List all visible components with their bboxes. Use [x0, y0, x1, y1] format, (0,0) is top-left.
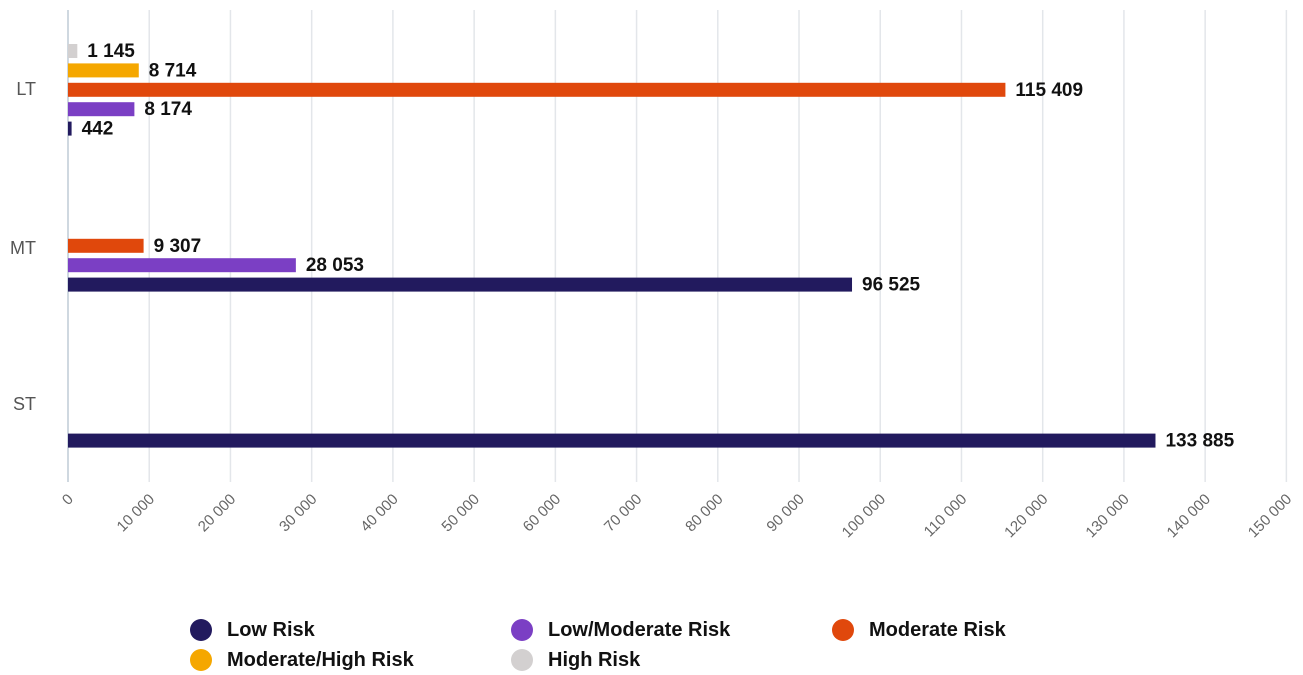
legend-item-moderate-high-risk[interactable]: Moderate/High Risk: [190, 649, 511, 672]
x-tick-label: 50 000: [438, 491, 482, 535]
x-tick-label: 140 000: [1164, 491, 1214, 541]
y-category-label: LT: [16, 79, 36, 99]
legend-row: Low Risk Low/Moderate Risk Moderate Risk: [190, 615, 1190, 645]
x-tick-label: 70 000: [601, 491, 645, 535]
x-tick-label: 30 000: [276, 491, 320, 535]
chart-canvas: 0 10 000 20 000 30 000 40 000 50 000 60 000 70 …: [10, 10, 1295, 541]
risk-bar-chart: 0 10 000 20 000 30 000 40 000 50 000 60 000 70 …: [10, 10, 1295, 541]
data-label: 442: [82, 119, 114, 140]
legend-swatch-moderate-high-risk: [190, 649, 212, 671]
data-label: 28 053: [306, 255, 364, 276]
legend-swatch-low-moderate-risk: [511, 619, 533, 641]
legend-item-moderate-risk[interactable]: Moderate Risk: [832, 619, 1153, 642]
data-label: 9 307: [154, 236, 202, 257]
legend-item-high-risk[interactable]: High Risk: [511, 649, 832, 672]
bar: [68, 121, 72, 136]
bar: [68, 277, 853, 292]
x-tick-label: 60 000: [520, 491, 564, 535]
data-label: 133 885: [1165, 431, 1234, 452]
bar: [68, 44, 78, 58]
legend-swatch-moderate-risk: [832, 619, 854, 641]
legend-swatch-low-risk: [190, 619, 212, 641]
legend-row: Moderate/High Risk High Risk: [190, 645, 1190, 675]
data-label: 8 174: [144, 99, 192, 120]
bar: [68, 433, 1156, 448]
bar: [68, 82, 1006, 97]
x-tick-label: 90 000: [763, 491, 807, 535]
x-tick-label: 0: [59, 491, 77, 509]
bar: [68, 102, 135, 117]
y-category-label: ST: [13, 394, 36, 414]
data-label: 115 409: [1015, 80, 1083, 101]
data-label: 96 525: [862, 275, 921, 296]
legend-label: Low/Moderate Risk: [548, 618, 731, 641]
legend-swatch-high-risk: [511, 649, 533, 671]
x-tick-label: 130 000: [1082, 491, 1132, 541]
legend-label: High Risk: [548, 648, 641, 671]
x-tick-label: 150 000: [1245, 491, 1295, 541]
legend-label: Moderate Risk: [869, 618, 1006, 641]
legend-item-low-moderate-risk[interactable]: Low/Moderate Risk: [511, 619, 832, 642]
x-tick-label: 120 000: [1001, 491, 1051, 541]
y-category-label: MT: [10, 238, 36, 258]
x-tick-label: 80 000: [682, 491, 726, 535]
bar: [68, 238, 144, 253]
bar: [68, 258, 296, 273]
legend-item-low-risk[interactable]: Low Risk: [190, 619, 511, 642]
x-tick-label: 110 000: [921, 491, 971, 541]
legend-label: Low Risk: [227, 618, 315, 641]
x-tick-label: 10 000: [114, 491, 158, 535]
legend-label: Moderate/High Risk: [227, 648, 414, 671]
chart-legend: Low Risk Low/Moderate Risk Moderate Risk…: [190, 615, 1190, 675]
data-label: 1 145: [87, 41, 135, 62]
x-tick-label: 20 000: [195, 491, 239, 535]
x-tick-label: 40 000: [357, 491, 401, 535]
bar: [68, 63, 139, 78]
x-tick-label: 100 000: [839, 491, 889, 541]
data-label: 8 714: [149, 60, 197, 81]
